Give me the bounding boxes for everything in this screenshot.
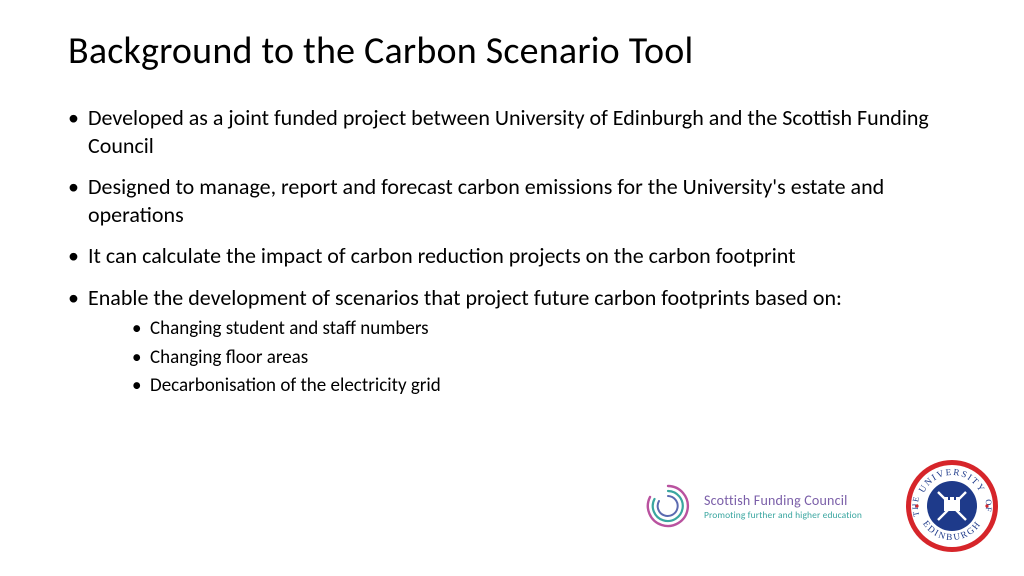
- list-item: Enable the development of scenarios that…: [68, 284, 974, 400]
- sfc-name: Scottish Funding Council: [704, 492, 862, 509]
- list-item: Developed as a joint funded project betw…: [68, 104, 974, 159]
- sfc-text: Scottish Funding Council Promoting furth…: [704, 492, 862, 521]
- slide: Background to the Carbon Scenario Tool D…: [0, 0, 1024, 576]
- list-item: Changing floor areas: [132, 346, 974, 371]
- list-item: It can calculate the impact of carbon re…: [68, 242, 974, 270]
- sub-bullet-list: Changing student and staff numbers Chang…: [88, 317, 974, 399]
- list-item: Changing student and staff numbers: [132, 317, 974, 342]
- bullet-list: Developed as a joint funded project betw…: [68, 104, 974, 399]
- logo-row: Scottish Funding Council Promoting furth…: [642, 458, 1000, 554]
- list-item-text: Enable the development of scenarios that…: [88, 284, 842, 311]
- sfc-tagline: Promoting further and higher education: [704, 509, 862, 521]
- sfc-swirl-icon: [642, 480, 694, 532]
- sfc-logo: Scottish Funding Council Promoting furth…: [642, 480, 862, 532]
- uoe-crest: UNIVERSITY EDINBURGH THE OF: [904, 458, 1000, 554]
- list-item: Decarbonisation of the electricity grid: [132, 374, 974, 399]
- slide-title: Background to the Carbon Scenario Tool: [68, 28, 974, 74]
- uoe-crest-icon: UNIVERSITY EDINBURGH THE OF: [904, 458, 1000, 554]
- list-item: Designed to manage, report and forecast …: [68, 173, 974, 228]
